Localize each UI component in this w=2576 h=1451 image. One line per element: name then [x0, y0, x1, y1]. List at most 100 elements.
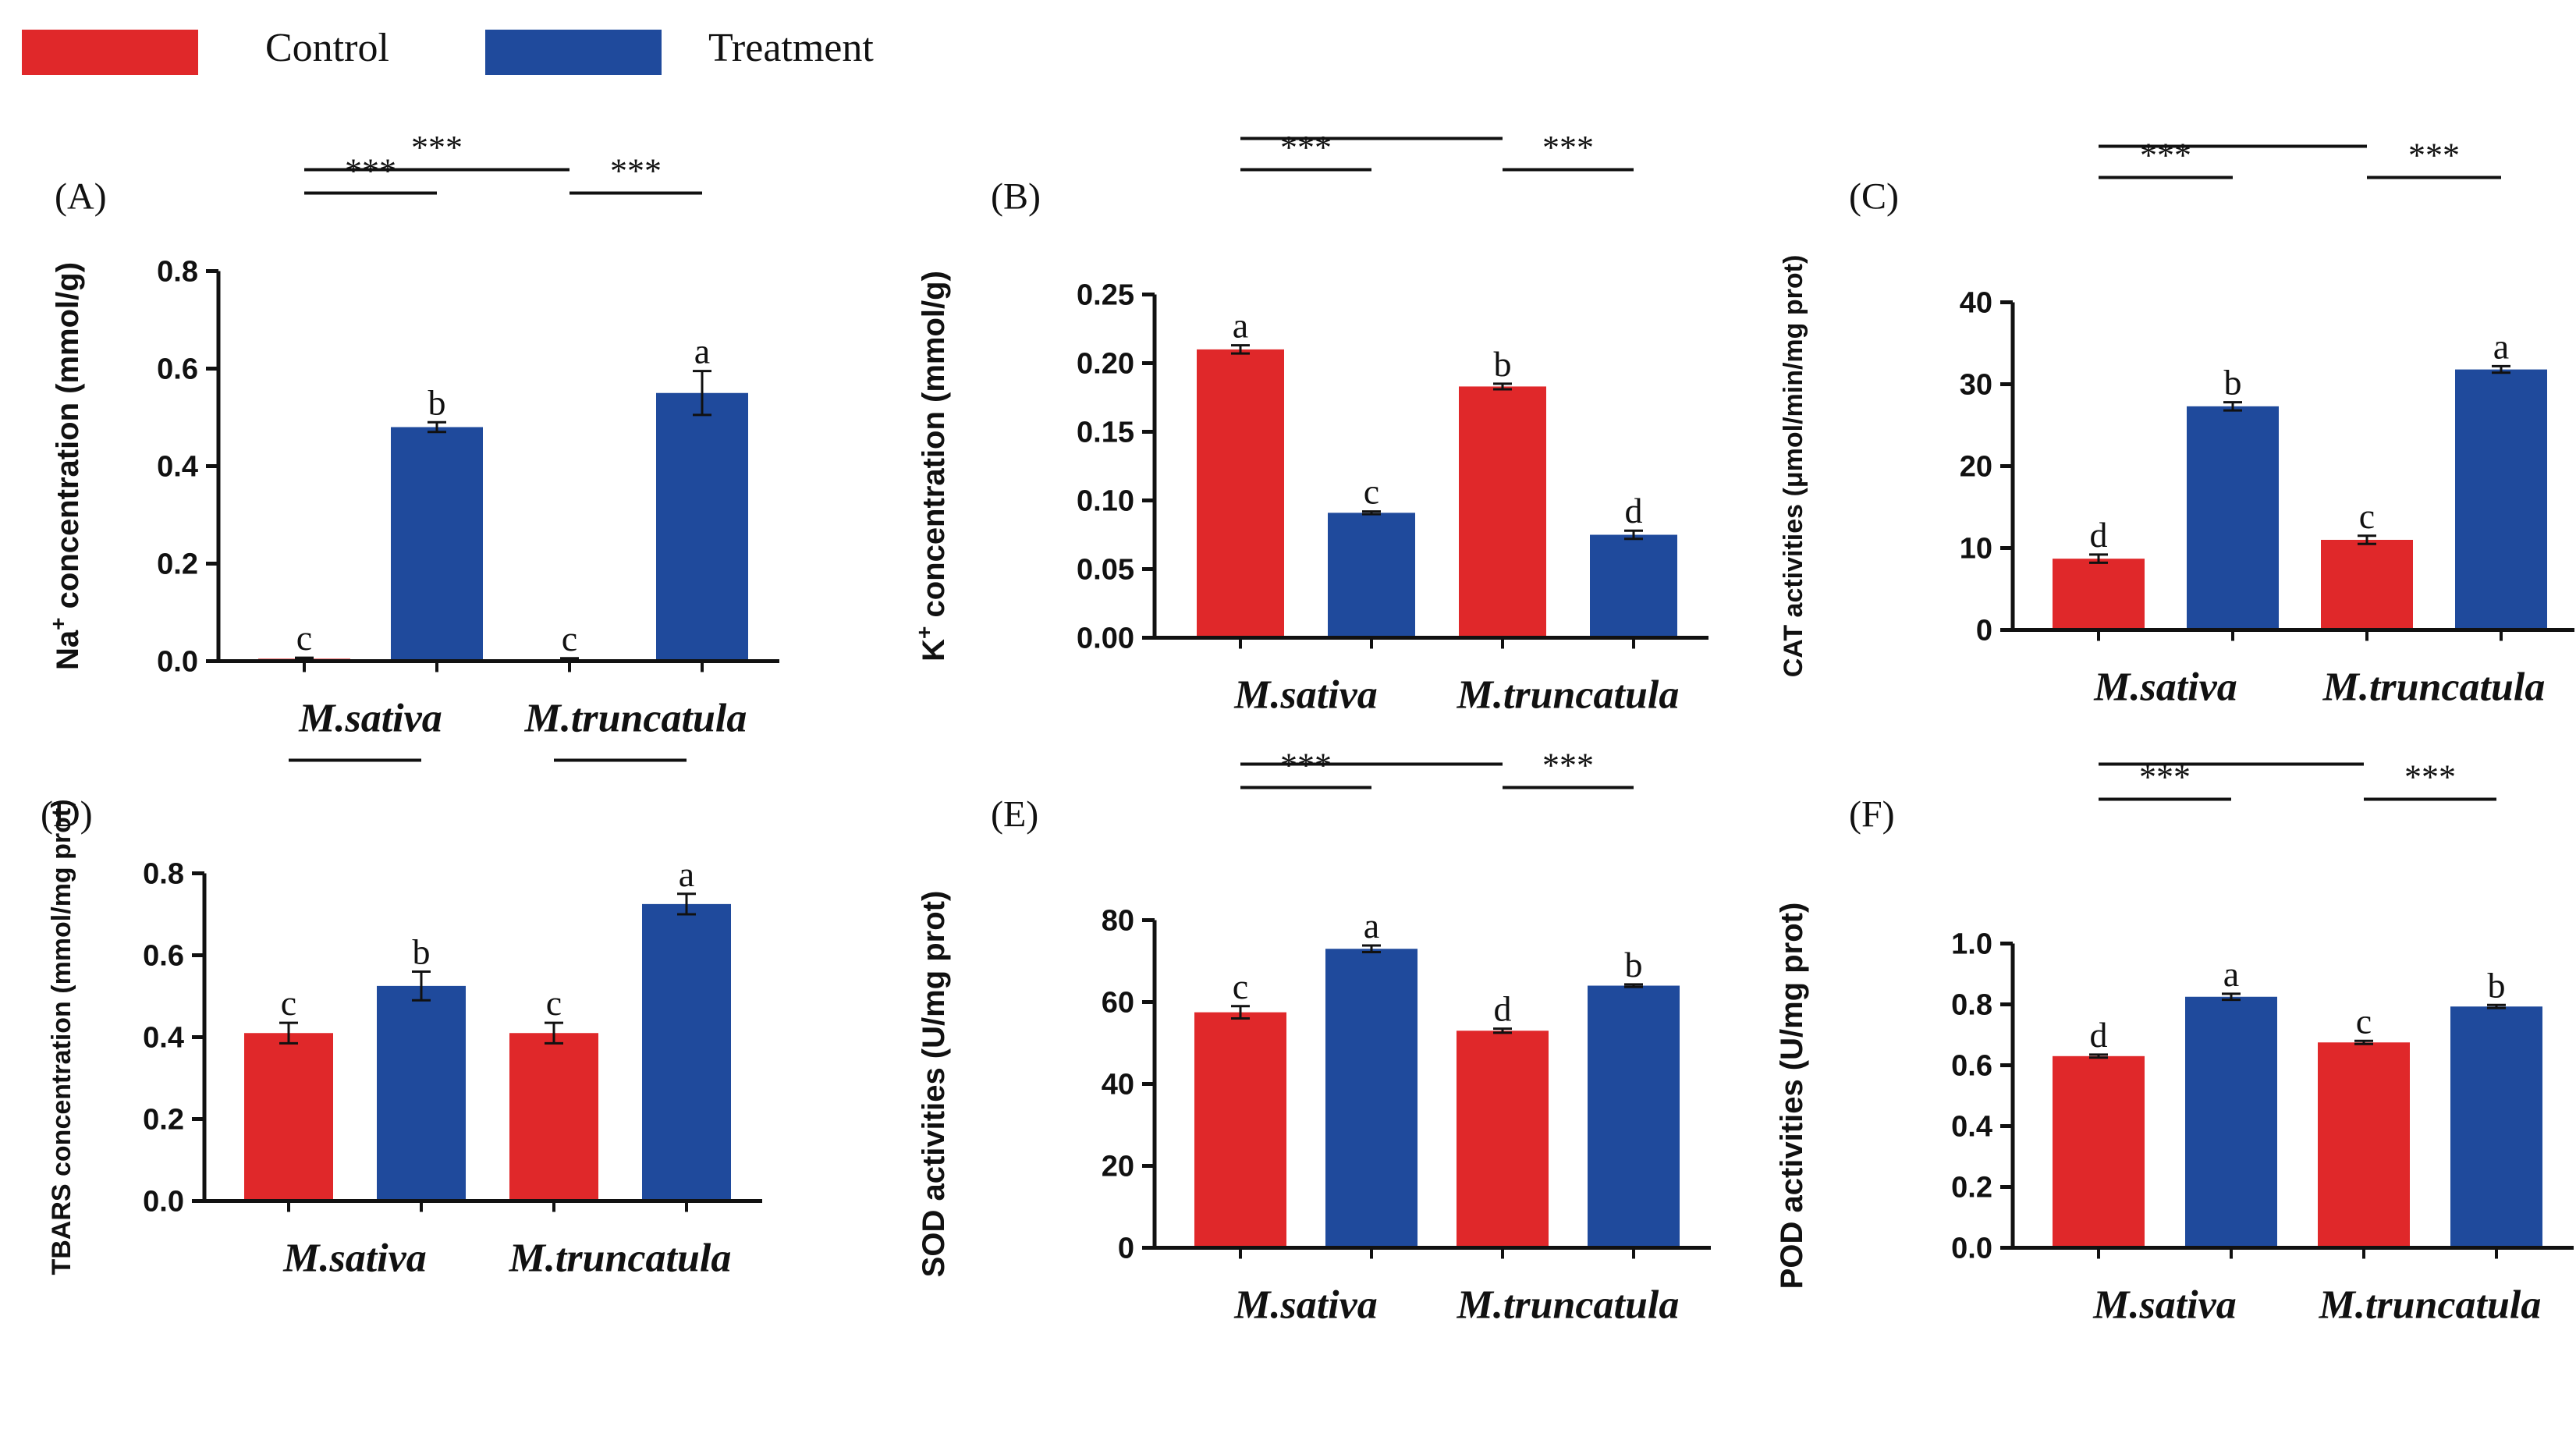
y-tick-label: 0.8: [157, 256, 198, 289]
y-axis-label-main: POD activities (U/mg prot): [1775, 903, 1809, 1290]
y-tick-label: 0.0: [157, 646, 198, 679]
significance-letter: c: [296, 618, 312, 658]
significance-letter: a: [679, 854, 694, 894]
bar-control-0: [2053, 559, 2145, 630]
bar-treatment-0: [2185, 996, 2277, 1248]
legend-swatch-treatment: [485, 30, 662, 75]
category-label: M.sativa: [2092, 1283, 2236, 1328]
bar-control-0: [244, 1033, 333, 1201]
y-tick-label: 0.10: [1077, 485, 1134, 518]
y-tick-label: 1.0: [1951, 928, 1992, 961]
category-label: M.truncatula: [524, 697, 747, 741]
panel-a-chart: (A) c b c a 0.0 0.2 0.4 0.6 0.8 Na+ concentration …: [46, 137, 779, 741]
comparison-label: **: [2216, 137, 2250, 144]
panel-c-chart: (C) d b c a 0 10 20 30 40 CAT activities (μmol/min…: [1779, 137, 2574, 710]
significance-letter: a: [1364, 906, 1379, 945]
y-tick-label: 40: [1102, 1069, 1134, 1102]
y-axis-label-main: Na: [51, 630, 85, 670]
y-tick-label: 0.00: [1077, 623, 1134, 655]
y-tick-label: 0.15: [1077, 417, 1134, 449]
bar-control-0: [1194, 1012, 1286, 1248]
category-label: M.truncatula: [2322, 665, 2546, 710]
comparison-label: ***: [1542, 137, 1594, 167]
y-tick-label: 30: [1960, 369, 1992, 402]
comparison-label: **: [1354, 745, 1389, 761]
comparison-label: ***: [2140, 137, 2191, 175]
y-tick-label: 0.4: [1951, 1111, 1992, 1144]
category-label: M.sativa: [298, 697, 442, 741]
panel-e-chart: (E) c a d b 0 20 40 60 80 SOD activities (U/mg pro…: [917, 745, 1711, 1328]
y-tick-label: 20: [1960, 451, 1992, 484]
bar-control-1: [1459, 386, 1546, 638]
comparison-label: ***: [1542, 747, 1594, 785]
panel-d-chart: (D) c b c a 0.0 0.2 0.4 0.6 0.8 TBARS concentratio…: [41, 745, 762, 1281]
panel-label: (A): [55, 176, 107, 218]
y-tick-label: 0.2: [157, 548, 198, 581]
y-tick-label: 0.6: [1951, 1050, 1992, 1083]
comparison-label: ***: [411, 137, 463, 167]
bar-treatment-1: [2455, 369, 2547, 630]
bar-treatment-1: [1588, 985, 1680, 1248]
bar-control-1: [1457, 1031, 1549, 1248]
y-tick-label: 40: [1960, 287, 1992, 320]
bar-treatment-0: [1328, 513, 1415, 638]
category-label: M.sativa: [1233, 1283, 1377, 1328]
bar-treatment-1: [2450, 1006, 2542, 1248]
y-axis-label-rest: concentration (mmol/g): [51, 262, 85, 618]
significance-letter: a: [694, 332, 710, 371]
y-axis-label: TBARS concentration (mmol/mg prot): [47, 799, 76, 1275]
bar-control-0: [1197, 349, 1284, 638]
y-axis-label-main: K: [917, 639, 951, 662]
y-tick-label: 20: [1102, 1151, 1134, 1183]
significance-letter: c: [2356, 1001, 2372, 1041]
y-axis-label-main: SOD activities (U/mg prot): [917, 891, 951, 1278]
bar-control-1: [2318, 1042, 2410, 1248]
comparison-label: **: [338, 745, 372, 757]
legend-label-treatment: Treatment: [708, 26, 874, 70]
significance-letter: c: [1233, 967, 1248, 1006]
y-axis-label-sup: +: [912, 626, 936, 639]
significance-letter: b: [2488, 965, 2506, 1005]
figure: Control Treatment (A) c b c a 0.0 0.2 0.4 0.6 0.8…: [22, 26, 2574, 1328]
panel-label: (F): [1849, 794, 1895, 835]
y-tick-label: 0.4: [157, 451, 198, 484]
significance-letter: b: [1625, 945, 1643, 984]
bar-treatment-1: [1590, 534, 1677, 638]
y-tick-label: 60: [1102, 987, 1134, 1020]
significance-letter: c: [562, 619, 577, 658]
y-axis-label-rest: concentration (mmol/g): [917, 271, 951, 626]
comparison-label: ***: [2408, 137, 2460, 175]
comparison-label: ***: [1280, 137, 1332, 167]
significance-letter: a: [1233, 306, 1248, 346]
significance-letter: c: [546, 983, 562, 1023]
significance-letter: d: [1494, 989, 1512, 1029]
legend-swatch-control: [22, 30, 198, 75]
significance-letter: a: [2493, 326, 2509, 366]
significance-letter: d: [2090, 1015, 2108, 1055]
bar-treatment-1: [642, 903, 731, 1201]
panel-b-chart: (B) a c b d 0.00 0.05 0.10 0.15 0.20 0.25 K+ concen…: [912, 137, 1708, 718]
comparison-label: ***: [594, 745, 646, 757]
bar-control-0: [2053, 1055, 2145, 1248]
bar-treatment-0: [2187, 406, 2279, 630]
bar-treatment-0: [391, 427, 483, 662]
significance-letter: c: [2359, 496, 2375, 536]
y-axis-label-sup: +: [46, 618, 70, 630]
panel-label: (E): [991, 794, 1038, 835]
panel-f-chart: (F) d a c b 0.0 0.2 0.4 0.6 0.8 1.0 POD activities …: [1775, 745, 2574, 1328]
y-tick-label: 80: [1102, 905, 1134, 938]
y-tick-label: 0: [1118, 1233, 1134, 1265]
comparison-label: ***: [2404, 758, 2456, 796]
panel-label: (D): [41, 794, 93, 835]
y-tick-label: 0.4: [143, 1022, 184, 1055]
significance-letter: c: [1364, 472, 1379, 512]
comparison-label: ***: [610, 152, 662, 190]
significance-letter: d: [2090, 515, 2108, 555]
y-tick-label: 0.0: [1951, 1233, 1992, 1265]
panel-label: (B): [991, 176, 1041, 218]
panel-label: (C): [1849, 176, 1899, 218]
bar-control-1: [509, 1033, 598, 1201]
y-tick-label: 0.8: [1951, 989, 1992, 1022]
bar-treatment-0: [377, 985, 466, 1201]
category-label: M.truncatula: [509, 1236, 732, 1281]
